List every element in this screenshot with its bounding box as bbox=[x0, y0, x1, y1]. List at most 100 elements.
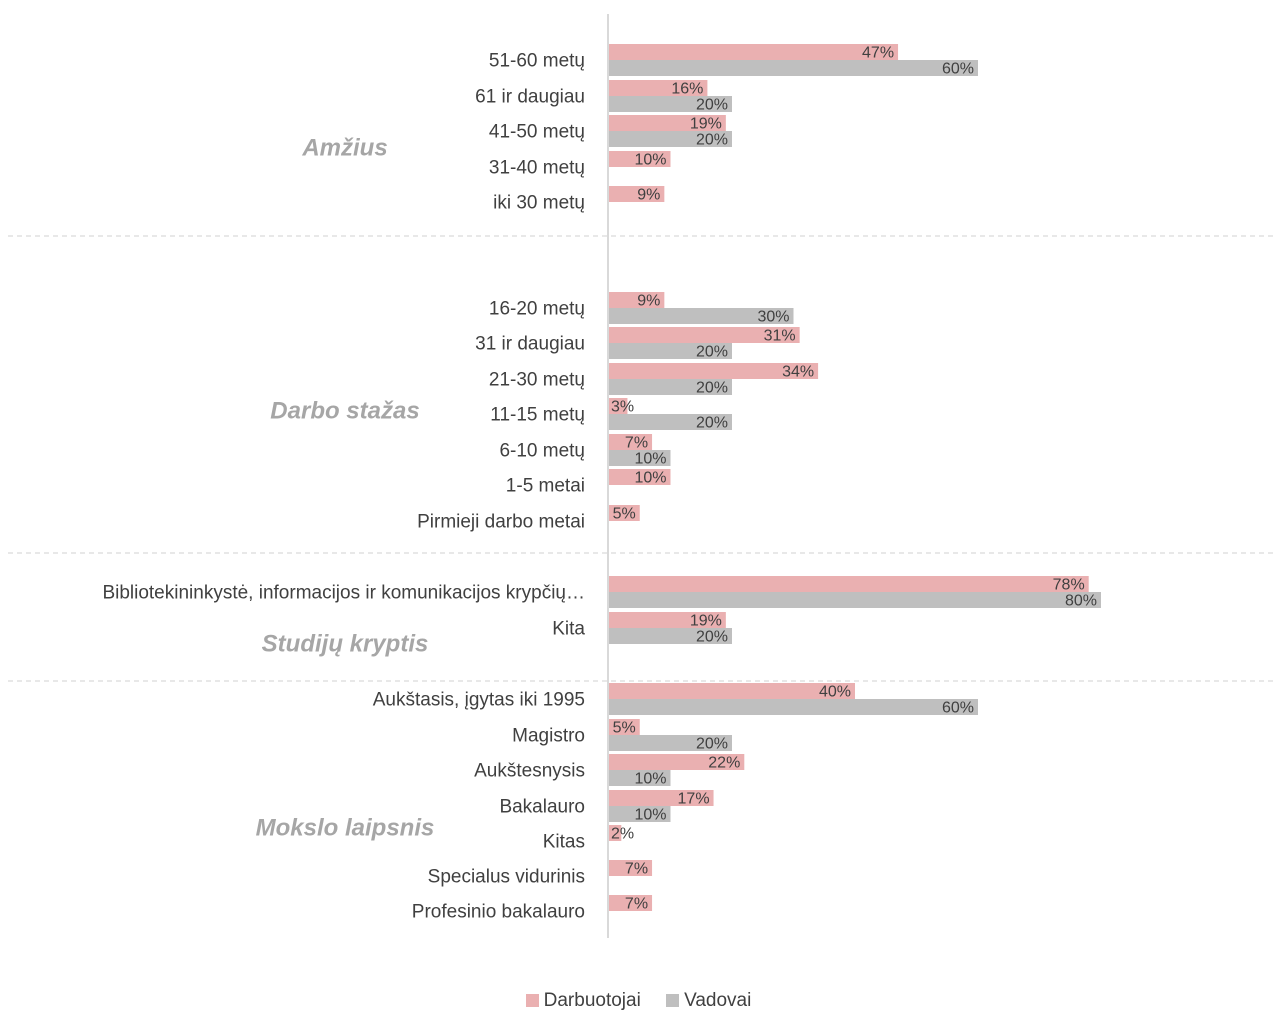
data-label-darbuotojai: 31% bbox=[764, 328, 796, 345]
data-label-vadovai: 20% bbox=[696, 736, 728, 753]
data-label-darbuotojai: 19% bbox=[690, 613, 722, 630]
category-label: 31 ir daugiau bbox=[475, 334, 585, 355]
data-label-darbuotojai: 47% bbox=[862, 45, 894, 62]
group-label: Studijų kryptis bbox=[262, 631, 429, 658]
legend: Darbuotojai Vadovai bbox=[0, 990, 1277, 1012]
bar-vadovai bbox=[609, 450, 671, 466]
category-label: 1-5 metai bbox=[506, 476, 585, 497]
category-label: 51-60 metų bbox=[489, 51, 585, 72]
data-label-vadovai: 60% bbox=[942, 700, 974, 717]
bar-darbuotojai bbox=[609, 327, 800, 343]
category-label: Bibliotekininkystė, informacijos ir komu… bbox=[102, 583, 585, 604]
data-label-darbuotojai: 7% bbox=[625, 861, 648, 878]
category-label: Profesinio bakalauro bbox=[412, 902, 585, 923]
data-label-vadovai: 20% bbox=[696, 97, 728, 114]
data-label-darbuotojai: 78% bbox=[1053, 577, 1085, 594]
bar-darbuotojai bbox=[609, 683, 855, 699]
bar-vadovai bbox=[609, 735, 732, 751]
bar-darbuotojai bbox=[609, 80, 708, 96]
category-label: Kita bbox=[552, 619, 585, 640]
legend-label-darbuotojai: Darbuotojai bbox=[543, 990, 641, 1011]
bar-darbuotojai bbox=[609, 434, 653, 450]
bar-vadovai bbox=[609, 628, 732, 644]
category-label: 21-30 metų bbox=[489, 370, 585, 391]
bar-vadovai bbox=[609, 770, 671, 786]
category-label: Magistro bbox=[512, 726, 585, 747]
data-label-vadovai: 20% bbox=[696, 132, 728, 149]
bar-darbuotojai bbox=[609, 363, 819, 379]
bar-darbuotojai bbox=[609, 186, 665, 202]
bar-vadovai bbox=[609, 414, 732, 430]
bar-darbuotojai bbox=[609, 398, 628, 414]
data-label-vadovai: 10% bbox=[634, 807, 666, 824]
data-label-vadovai: 10% bbox=[634, 771, 666, 788]
bar-darbuotojai bbox=[609, 292, 665, 308]
group-label: Mokslo laipsnis bbox=[256, 815, 435, 842]
data-label-darbuotojai: 10% bbox=[634, 470, 666, 487]
legend-item-darbuotojai: Darbuotojai bbox=[525, 990, 641, 1012]
bar-darbuotojai bbox=[609, 576, 1089, 592]
data-label-darbuotojai: 34% bbox=[782, 364, 814, 381]
bar-darbuotojai bbox=[609, 719, 640, 735]
bar-darbuotojai bbox=[609, 115, 726, 131]
data-label-vadovai: 20% bbox=[696, 415, 728, 432]
bar-darbuotojai bbox=[609, 151, 671, 167]
bar-darbuotojai bbox=[609, 825, 622, 841]
bar-vadovai bbox=[609, 806, 671, 822]
data-label-darbuotojai: 9% bbox=[637, 293, 660, 310]
data-label-darbuotojai: 16% bbox=[671, 81, 703, 98]
bar-vadovai bbox=[609, 343, 732, 359]
data-label-darbuotojai: 22% bbox=[708, 755, 740, 772]
data-label-darbuotojai: 3% bbox=[611, 399, 634, 416]
legend-swatch-vadovai bbox=[666, 994, 680, 1007]
category-label: iki 30 metų bbox=[493, 193, 585, 214]
bar-darbuotojai bbox=[609, 469, 671, 485]
data-label-vadovai: 10% bbox=[634, 451, 666, 468]
bar-darbuotojai bbox=[609, 895, 653, 911]
category-label: 11-15 metų bbox=[490, 405, 585, 426]
category-label: 31-40 metų bbox=[489, 158, 585, 179]
category-label: 16-20 metų bbox=[489, 299, 585, 320]
data-label-vadovai: 30% bbox=[757, 309, 789, 326]
category-label: Specialus vidurinis bbox=[428, 867, 585, 888]
data-label-darbuotojai: 17% bbox=[678, 791, 710, 808]
data-label-vadovai: 20% bbox=[696, 380, 728, 397]
data-label-darbuotojai: 7% bbox=[625, 896, 648, 913]
legend-label-vadovai: Vadovai bbox=[684, 990, 752, 1011]
data-label-darbuotojai: 2% bbox=[611, 826, 634, 843]
bar-darbuotojai bbox=[609, 754, 745, 770]
group-label: Amžius bbox=[301, 135, 387, 162]
bar-darbuotojai bbox=[609, 860, 653, 876]
bar-vadovai bbox=[609, 379, 732, 395]
category-label: Aukštesnysis bbox=[474, 761, 585, 782]
bar-darbuotojai bbox=[609, 612, 726, 628]
data-label-darbuotojai: 5% bbox=[613, 720, 636, 737]
data-label-vadovai: 20% bbox=[696, 629, 728, 646]
bar-vadovai bbox=[609, 699, 978, 715]
data-label-vadovai: 80% bbox=[1065, 593, 1097, 610]
data-label-darbuotojai: 9% bbox=[637, 187, 660, 204]
data-label-darbuotojai: 7% bbox=[625, 435, 648, 452]
bar-vadovai bbox=[609, 592, 1101, 608]
data-label-darbuotojai: 19% bbox=[690, 116, 722, 133]
data-label-darbuotojai: 5% bbox=[613, 506, 636, 523]
bar-vadovai bbox=[609, 131, 732, 147]
legend-swatch-darbuotojai bbox=[525, 994, 539, 1007]
bar-darbuotojai bbox=[609, 505, 640, 521]
category-label: Kitas bbox=[543, 832, 585, 853]
category-label: 61 ir daugiau bbox=[475, 87, 585, 108]
data-label-vadovai: 60% bbox=[942, 61, 974, 78]
bar-vadovai bbox=[609, 308, 794, 324]
bar-darbuotojai bbox=[609, 44, 899, 60]
category-label: Pirmieji darbo metai bbox=[417, 512, 585, 533]
bar-darbuotojai bbox=[609, 790, 714, 806]
category-label: Aukštasis, įgytas iki 1995 bbox=[373, 690, 585, 711]
bar-vadovai bbox=[609, 60, 978, 76]
category-label: 6-10 metų bbox=[499, 441, 585, 462]
data-label-darbuotojai: 40% bbox=[819, 684, 851, 701]
group-label: Darbo stažas bbox=[270, 398, 419, 425]
data-label-vadovai: 20% bbox=[696, 344, 728, 361]
data-label-darbuotojai: 10% bbox=[634, 152, 666, 169]
category-label: 41-50 metų bbox=[489, 122, 585, 143]
